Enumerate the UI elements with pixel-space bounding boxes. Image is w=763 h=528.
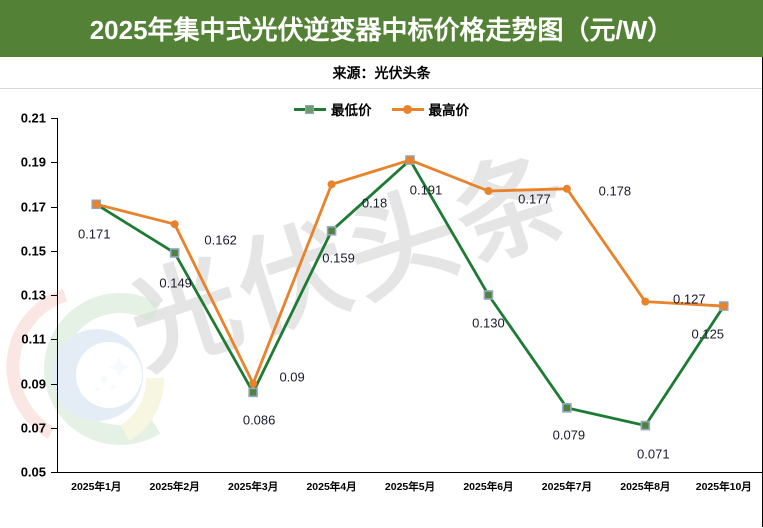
data-point-label: 0.086: [242, 412, 276, 428]
x-axis-label-8: 2025年8月: [620, 481, 671, 493]
data-point-label: 0.191: [409, 182, 443, 198]
x-axis-label-3: 2025年3月: [228, 481, 279, 493]
data-point-marker[interactable]: [562, 184, 571, 193]
data-point-label: 0.127: [673, 291, 706, 307]
data-point-label: 0.125: [691, 326, 725, 342]
x-axis-line: [57, 472, 763, 473]
legend-swatch-square-icon: [294, 103, 326, 115]
x-axis-label-9: 2025年10月: [695, 481, 752, 493]
x-axis-label-7: 2025年7月: [541, 481, 592, 493]
x-axis-label-1: 2025年1月: [71, 481, 122, 493]
y-axis-label: 0.05: [20, 464, 46, 480]
data-point-marker[interactable]: [170, 220, 179, 229]
y-axis-tick: [51, 206, 58, 208]
line-chart-svg: [91, 155, 729, 431]
y-axis-tick: [51, 339, 58, 341]
divider: [0, 88, 763, 89]
legend-swatch-circle-icon: [391, 103, 424, 115]
chart-legend: 最低价 最高价: [0, 99, 763, 119]
data-point-label: 0.130: [472, 315, 505, 331]
legend-item-2[interactable]: 最高价: [391, 99, 470, 119]
data-point-label: 0.162: [204, 232, 237, 248]
x-axis-label-6: 2025年6月: [463, 481, 514, 493]
y-axis-label: 0.17: [20, 199, 46, 214]
data-point-marker[interactable]: [406, 156, 414, 165]
y-axis-label: 0.09: [20, 376, 46, 391]
y-axis-label: 0.19: [20, 154, 46, 170]
data-point-marker[interactable]: [719, 302, 728, 311]
data-point-label: 0.178: [598, 183, 632, 199]
x-axis-label-2: 2025年2月: [149, 481, 200, 493]
y-axis-tick: [51, 427, 58, 429]
data-point-label: 0.079: [552, 427, 586, 443]
data-point-label: 0.177: [518, 191, 551, 207]
y-axis-tick: [51, 295, 58, 296]
data-point-marker[interactable]: [92, 200, 101, 209]
data-point-label: 0.159: [322, 250, 355, 266]
y-axis-tick: [51, 162, 58, 164]
y-axis-label: 0.21: [20, 110, 46, 126]
y-axis-label: 0.13: [20, 287, 46, 303]
data-point-marker[interactable]: [326, 226, 337, 236]
x-axis-label-4: 2025年4月: [306, 481, 357, 493]
legend-item-1[interactable]: 最低价: [294, 99, 372, 119]
data-point-marker[interactable]: [640, 420, 651, 431]
series-line: [95, 158, 725, 427]
data-point-marker[interactable]: [484, 187, 493, 196]
legend-label: 最低价: [331, 103, 372, 118]
data-point-marker[interactable]: [641, 297, 650, 306]
page-title: 2025年集中式光伏逆变器中标价格走势图（元/W）: [89, 15, 674, 45]
data-point-label: 0.18: [361, 195, 388, 211]
chart-title-bar: 2025年集中式光伏逆变器中标价格走势图（元/W）: [0, 0, 763, 57]
y-axis-tick: [51, 118, 58, 119]
x-axis-label-5: 2025年5月: [384, 481, 436, 493]
y-axis-tick: [51, 472, 58, 473]
data-point-marker[interactable]: [249, 379, 258, 388]
y-axis-label: 0.15: [20, 243, 46, 259]
y-axis-tick: [51, 383, 58, 385]
plot-area: 0.171 0.162 0.09 0.18 0.177 0.178 0.127 0.149 0.…: [57, 118, 763, 472]
data-point-marker[interactable]: [562, 403, 572, 413]
data-point-label: 0.171: [77, 226, 111, 242]
data-point-marker[interactable]: [327, 180, 336, 189]
chart-source-bar: 来源：光伏头条: [0, 57, 763, 88]
chart-source-label: 来源：光伏头条: [332, 64, 431, 81]
data-point-label: 0.071: [637, 446, 670, 462]
legend-label: 最高价: [428, 103, 470, 118]
y-axis-label: 0.07: [20, 420, 46, 436]
series-最高价: [92, 156, 728, 388]
y-axis-label: 0.11: [21, 331, 46, 347]
data-point-label: 0.09: [279, 369, 305, 384]
data-point-marker[interactable]: [248, 387, 258, 398]
data-point-label: 0.149: [159, 275, 192, 291]
y-axis-tick: [51, 250, 58, 252]
data-point-marker[interactable]: [169, 248, 180, 258]
data-point-marker[interactable]: [483, 290, 494, 300]
